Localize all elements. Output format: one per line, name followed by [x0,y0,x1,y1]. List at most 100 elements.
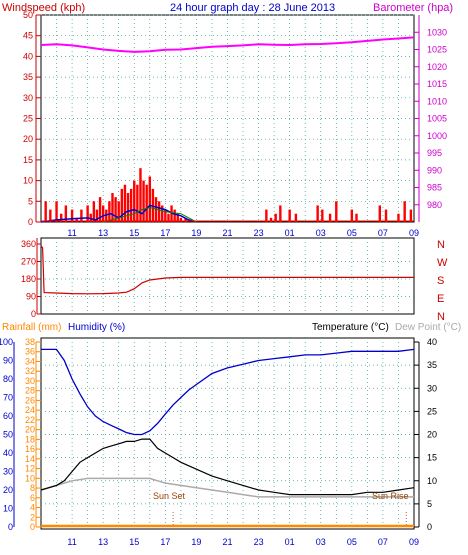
wind-tick-label: 30 [23,93,33,103]
wind-bar [95,209,99,222]
dir-tick-label: 180 [21,274,36,284]
x-tick-label-bottom: 19 [191,537,201,547]
wind-bar [403,201,406,222]
x-tick-label-bottom: 17 [160,537,170,547]
hum-tick-label: 20 [3,485,13,495]
gust2-line [103,206,197,223]
baro-tick-label: 1015 [427,79,447,89]
wind-bar [139,168,142,222]
rain-tick-label: 34 [25,356,35,366]
wind-bar [164,209,167,222]
hum-tick-label: 40 [3,448,13,458]
baro-tick-label: 990 [427,165,442,175]
wind-bar [161,205,164,222]
wind-bar [49,209,52,222]
wind-bar [133,180,136,222]
wind-tick-label: 45 [23,31,33,41]
wind-tick-label: 20 [23,134,33,144]
temperature-line [40,438,415,496]
x-tick-label: 15 [129,228,139,238]
wind-bar [111,193,114,222]
x-tick-label: 19 [191,228,201,238]
x-tick-label: 17 [160,228,170,238]
temp-tick-label: 35 [427,360,437,370]
grid-layer [41,14,414,529]
wind-bar [179,217,183,222]
hum-axis-title: Humidity (%) [68,322,125,333]
rain-tick-label: 22 [25,415,35,425]
wind-bar [55,201,58,222]
hum-tick-label: 90 [3,356,13,366]
wind-bar [86,205,89,222]
wind-bar [44,201,47,222]
wind-bar [70,209,74,222]
wind-bar [126,193,130,222]
x-tick-label: 13 [98,228,108,238]
x-tick-label-bottom: 11 [67,537,76,547]
wind-bar [409,209,413,222]
dir-label-n-bottom: N [437,311,445,323]
wind-bar [117,201,120,222]
rain-tick-label: 26 [25,395,35,405]
humidity-line [41,348,415,436]
baro-line [40,36,415,53]
wind-bar [142,180,145,222]
wind-tick-label: 50 [23,10,33,20]
wind-bar [355,213,358,222]
x-tick-label: 05 [347,228,357,238]
x-tick-label-bottom: 03 [316,537,326,547]
rain-tick-label: 36 [25,347,35,357]
wind-tick-label: 35 [23,72,33,82]
wind-bar [279,205,282,222]
x-tick-label-bottom: 21 [222,537,232,547]
wind-bar [350,209,354,222]
wind-bar [173,209,176,222]
x-tick-label-bottom: 07 [378,537,388,547]
temp-tick-label: 25 [427,406,437,416]
wind-bar [397,213,400,222]
wind-bar [75,217,78,222]
rain-tick-label: 20 [25,425,35,435]
rain-tick-label: 18 [25,434,35,444]
wind-bar [98,197,102,222]
wind-bar [151,188,155,222]
baro-tick-label: 1025 [427,45,447,55]
dir-tick-label: 0 [31,309,36,319]
wind-bar [80,209,83,222]
rain-tick-label: 30 [25,376,35,386]
baro-tick-label: 1020 [427,62,447,72]
dewpoint-line [40,477,414,498]
baro-tick-label: 1000 [427,131,447,141]
wind-bar [378,205,382,222]
dir-tick-label: 90 [26,292,36,302]
wind-bar [176,213,179,222]
baro-tick-label: 1005 [427,114,447,124]
hum-tick-label: 60 [3,411,13,421]
baro-tick-label: 995 [427,148,442,158]
wind-bar [294,213,298,222]
rain-tick-label: 6 [30,493,35,503]
dir-tick-label: 270 [21,257,36,267]
hum-tick-label: 70 [3,393,13,403]
x-tick-label: 21 [222,228,232,238]
hum-tick-label: 80 [3,374,13,384]
wind-tick-label: 0 [28,217,33,227]
rain-axis-title: Rainfall (mm) [2,322,61,333]
wind-bar [114,197,117,222]
wind-bar [92,201,96,222]
rain-tick-label: 32 [25,366,35,376]
rain-tick-label: 16 [25,444,35,454]
dir-tick-label: 360 [21,239,36,249]
x-tick-label-bottom: 05 [347,537,357,547]
wind-bar [64,205,68,222]
data-layer [40,36,415,528]
graph-title: 24 hour graph day : 28 June 2013 [170,2,335,14]
temp-tick-label: 20 [427,430,437,440]
x-tick-label: 03 [316,228,326,238]
rain-tick-label: 2 [30,512,35,522]
wind-axis-title: Windspeed (kph) [2,2,85,14]
baro-tick-label: 1030 [427,27,447,37]
wind-bar [120,188,124,222]
x-tick-label-bottom: 09 [409,537,419,547]
